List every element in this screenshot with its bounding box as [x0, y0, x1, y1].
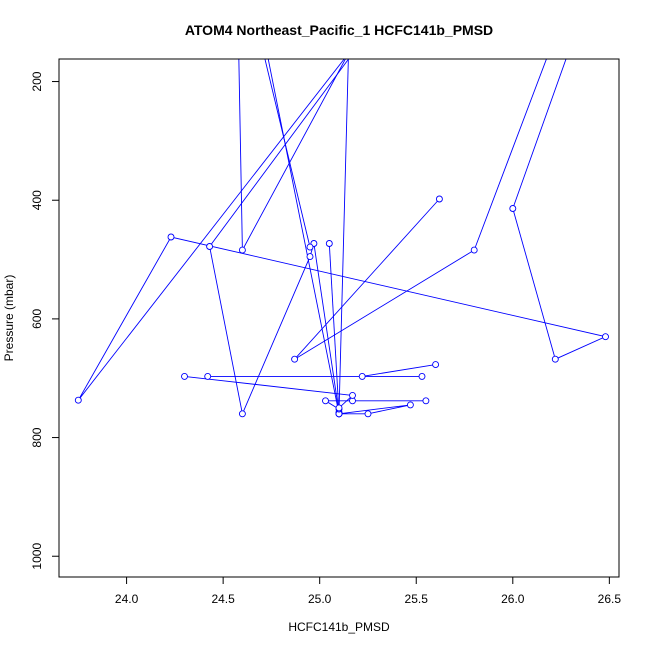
- data-point: [602, 333, 609, 341]
- data-point: [406, 401, 414, 409]
- series-line: [77, 59, 607, 401]
- x-tick-label: 25.5: [405, 592, 429, 606]
- data-point: [422, 397, 430, 405]
- data-point: [435, 195, 443, 203]
- data-point: [349, 391, 356, 399]
- data-point: [322, 397, 329, 405]
- chart-title: ATOM4 Northeast_Pacific_1 HCFC141b_PMSD: [185, 22, 493, 38]
- data-point: [306, 253, 314, 261]
- data-point: [325, 240, 333, 247]
- y-tick-label: 600: [30, 309, 44, 329]
- series-line: [328, 243, 340, 414]
- data-point: [238, 246, 246, 254]
- y-tick-label: 400: [30, 190, 44, 210]
- x-tick-label: 26.5: [598, 592, 622, 606]
- data-point: [238, 410, 246, 418]
- x-tick-label: 24.0: [115, 592, 139, 606]
- series-line: [294, 59, 547, 360]
- x-tick-label: 24.5: [211, 592, 235, 606]
- y-axis-label: Pressure (mbar): [2, 275, 16, 362]
- data-point: [470, 246, 478, 254]
- data-point: [291, 355, 299, 363]
- data-point: [206, 243, 214, 250]
- series-layer: [74, 59, 609, 418]
- data-point: [167, 233, 175, 241]
- data-point: [432, 361, 440, 369]
- y-tick-label: 1000: [30, 543, 44, 570]
- x-tick-label: 26.0: [501, 592, 525, 606]
- y-axis: 200 400 600 800 1000: [30, 71, 59, 570]
- series-line: [264, 59, 311, 248]
- data-point: [358, 372, 366, 380]
- series-line: [267, 59, 411, 415]
- data-point: [364, 410, 372, 418]
- series-line: [338, 59, 349, 414]
- x-tick-label: 25.0: [308, 592, 332, 606]
- y-tick-label: 200: [30, 71, 44, 91]
- data-point: [335, 404, 343, 412]
- data-point: [204, 372, 212, 380]
- x-axis-label: HCFC141b_PMSD: [288, 620, 390, 634]
- data-point: [551, 355, 559, 363]
- series-line: [207, 364, 436, 377]
- series-line: [209, 59, 350, 416]
- y-tick-label: 800: [30, 427, 44, 447]
- data-point: [74, 396, 82, 404]
- data-point: [418, 372, 426, 380]
- data-point: [181, 372, 188, 380]
- x-axis: 24.0 24.5 25.0 25.5 26.0 26.5: [115, 577, 621, 606]
- data-point: [509, 205, 517, 212]
- series-line: [323, 400, 426, 410]
- data-point: [306, 243, 314, 251]
- plot-frame: [58, 58, 620, 578]
